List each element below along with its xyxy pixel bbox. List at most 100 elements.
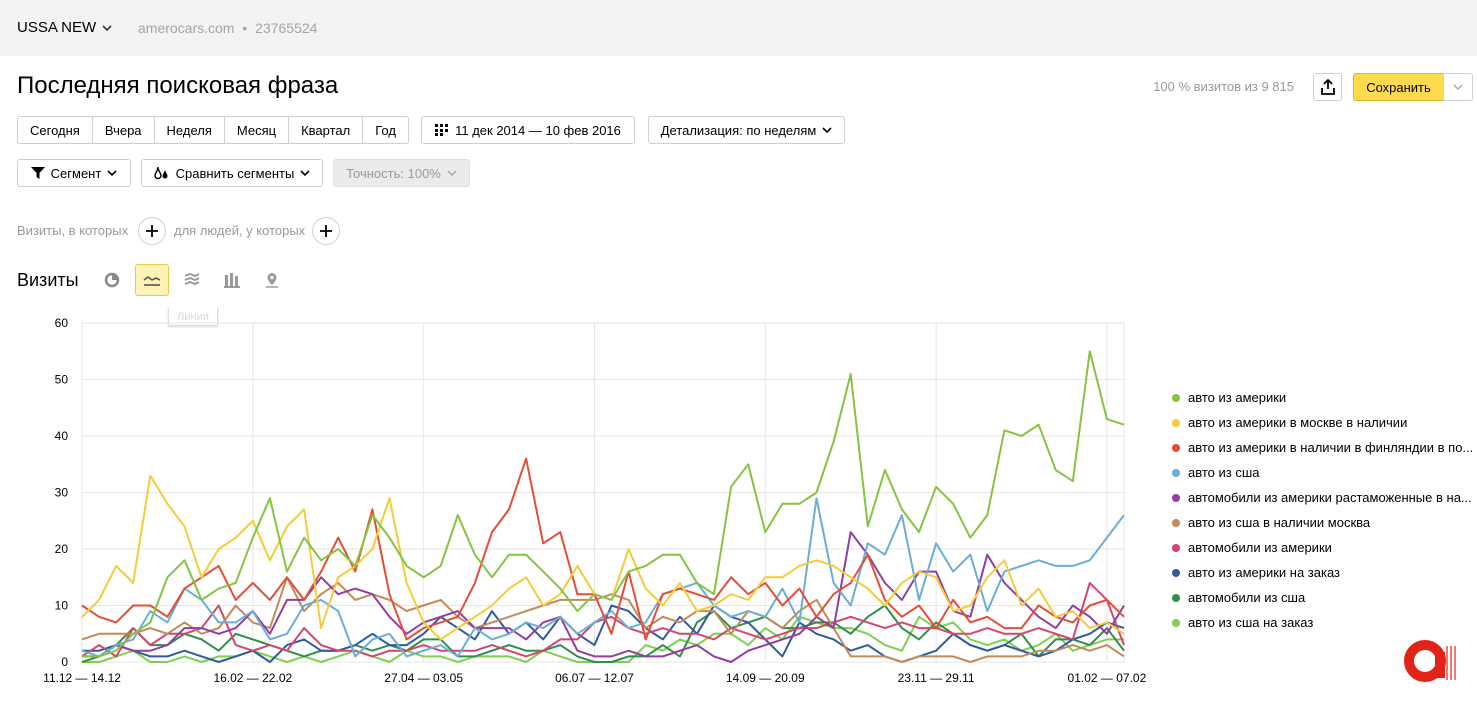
legend-label: автомобили из америки растаможенные в на…: [1188, 490, 1472, 505]
legend-item[interactable]: авто из америки в москве в наличии: [1172, 410, 1473, 435]
view-lines-button[interactable]: [135, 264, 169, 296]
view-pie-button[interactable]: [95, 264, 129, 296]
period-month[interactable]: Месяц: [223, 116, 290, 144]
legend-swatch: [1172, 493, 1180, 502]
legend-label: авто из сша: [1188, 465, 1260, 480]
x-tick-label: 01.02 — 07.02: [1068, 671, 1147, 685]
counter-id: 23765524: [255, 20, 318, 36]
legend-label: авто из сша в наличии москва: [1188, 515, 1371, 530]
legend-label: авто из сша на заказ: [1188, 615, 1314, 630]
series-line: [81, 581, 1125, 658]
counter-site-info: amerocars.com • 23765524: [138, 20, 317, 36]
date-range-button[interactable]: 11 дек 2014 — 10 фев 2016: [421, 116, 635, 144]
x-tick-label: 16.02 — 22.02: [213, 671, 292, 685]
lines-icon: [143, 276, 161, 286]
legend-label: авто из америки: [1188, 390, 1287, 405]
legend-item[interactable]: авто из америки: [1172, 385, 1473, 410]
chevron-down-icon: [102, 24, 112, 31]
top-bar: USSA NEW amerocars.com • 23765524: [0, 0, 1477, 56]
people-filter-label: для людей, у которых: [174, 223, 306, 238]
x-tick-label: 23.11 — 29.11: [898, 671, 975, 685]
bars-icon: [224, 273, 240, 288]
visits-share: 100 % визитов из 9 815: [1153, 79, 1294, 94]
legend-swatch: [1172, 418, 1180, 427]
view-bars-button[interactable]: [215, 264, 249, 296]
segment-button[interactable]: Сегмент: [17, 159, 131, 187]
export-icon: [1320, 79, 1335, 95]
period-year[interactable]: Год: [362, 116, 409, 144]
period-yesterday[interactable]: Вчера: [91, 116, 155, 144]
accuracy-label: Точность: 100%: [346, 165, 441, 181]
counter-selector[interactable]: USSA NEW: [17, 19, 112, 36]
site-name: amerocars.com: [138, 20, 235, 36]
legend-swatch: [1172, 468, 1180, 477]
legend-swatch: [1172, 593, 1180, 602]
legend-swatch: [1172, 393, 1180, 402]
save-options-button[interactable]: [1443, 73, 1473, 101]
period-selector: Сегодня Вчера Неделя Месяц Квартал Год: [17, 116, 409, 144]
y-tick-label: 20: [55, 542, 69, 556]
accell-logo: [1404, 640, 1456, 682]
legend-item[interactable]: автомобили из америки: [1172, 535, 1473, 560]
date-range-label: 11 дек 2014 — 10 фев 2016: [455, 122, 621, 138]
chevron-down-icon: [1453, 84, 1463, 91]
legend-label: автомобили из сша: [1188, 590, 1306, 605]
series-line: [82, 350, 1125, 658]
chart-legend: авто из америки авто из америки в москве …: [1172, 385, 1473, 635]
view-tooltip: Линии: [168, 308, 218, 326]
period-week[interactable]: Неделя: [153, 116, 225, 144]
chevron-down-icon: [300, 170, 310, 177]
y-tick-label: 10: [55, 599, 69, 613]
legend-item[interactable]: авто из сша: [1172, 460, 1473, 485]
legend-label: авто из америки в наличии в финляндии в …: [1188, 440, 1474, 455]
counter-name: USSA NEW: [17, 19, 97, 36]
add-people-condition-button[interactable]: [312, 217, 340, 245]
detail-label: Детализация: по неделям: [660, 122, 817, 138]
legend-item[interactable]: авто из америки на заказ: [1172, 560, 1473, 585]
pie-icon: [104, 272, 120, 288]
visits-chart: 0 10 20 30 40 50 60 11.12 — 14.12 16.02 — 22.02 2…: [43, 316, 1147, 685]
legend-item[interactable]: автомобили из америки растаможенные в на…: [1172, 485, 1473, 510]
segment-label: Сегмент: [50, 165, 102, 181]
legend-label: авто из америки на заказ: [1188, 565, 1341, 580]
legend-label: автомобили из америки: [1188, 540, 1332, 555]
x-tick-label: 14.09 — 20.09: [726, 671, 805, 685]
y-tick-label: 60: [55, 316, 69, 330]
legend-swatch: [1172, 618, 1180, 627]
y-tick-label: 50: [55, 373, 69, 387]
x-tick-label: 06.07 — 12.07: [555, 671, 634, 685]
view-map-button[interactable]: [255, 264, 289, 296]
period-today[interactable]: Сегодня: [17, 116, 93, 144]
separator: •: [242, 20, 248, 36]
chevron-down-icon: [447, 170, 457, 177]
chevron-down-icon: [107, 170, 117, 177]
save-button[interactable]: Сохранить: [1353, 73, 1444, 101]
legend-item[interactable]: авто из америки в наличии в финляндии в …: [1172, 435, 1473, 460]
legend-item[interactable]: авто из сша в наличии москва: [1172, 510, 1473, 535]
x-tick-label: 11.12 — 14.12: [43, 671, 121, 685]
report-title: Визиты: [17, 270, 79, 290]
legend-label: авто из америки в москве в наличии: [1188, 415, 1408, 430]
legend-item[interactable]: автомобили из сша: [1172, 585, 1473, 610]
period-quarter[interactable]: Квартал: [288, 116, 364, 144]
filter-icon: [30, 167, 45, 179]
detail-dropdown[interactable]: Детализация: по неделям: [648, 116, 845, 144]
legend-swatch: [1172, 518, 1180, 527]
export-button[interactable]: [1313, 73, 1342, 101]
y-tick-label: 30: [55, 486, 69, 500]
series-line: [82, 604, 1125, 663]
accuracy-dropdown[interactable]: Точность: 100%: [333, 159, 470, 187]
legend-item[interactable]: авто из сша на заказ: [1172, 610, 1473, 635]
plus-icon: [146, 225, 158, 237]
page-title: Последняя поисковая фраза: [17, 72, 339, 99]
compare-segments-button[interactable]: Сравнить сегменты: [141, 159, 323, 187]
plus-icon: [320, 225, 332, 237]
visits-filter-label: Визиты, в которых: [17, 223, 129, 238]
x-tick-label: 27.04 — 03.05: [384, 671, 463, 685]
compare-icon: [153, 166, 168, 180]
view-area-button[interactable]: [175, 264, 209, 296]
calendar-icon: [435, 124, 449, 136]
chevron-down-icon: [822, 127, 832, 134]
add-visit-condition-button[interactable]: [138, 217, 166, 245]
y-tick-label: 40: [55, 429, 69, 443]
